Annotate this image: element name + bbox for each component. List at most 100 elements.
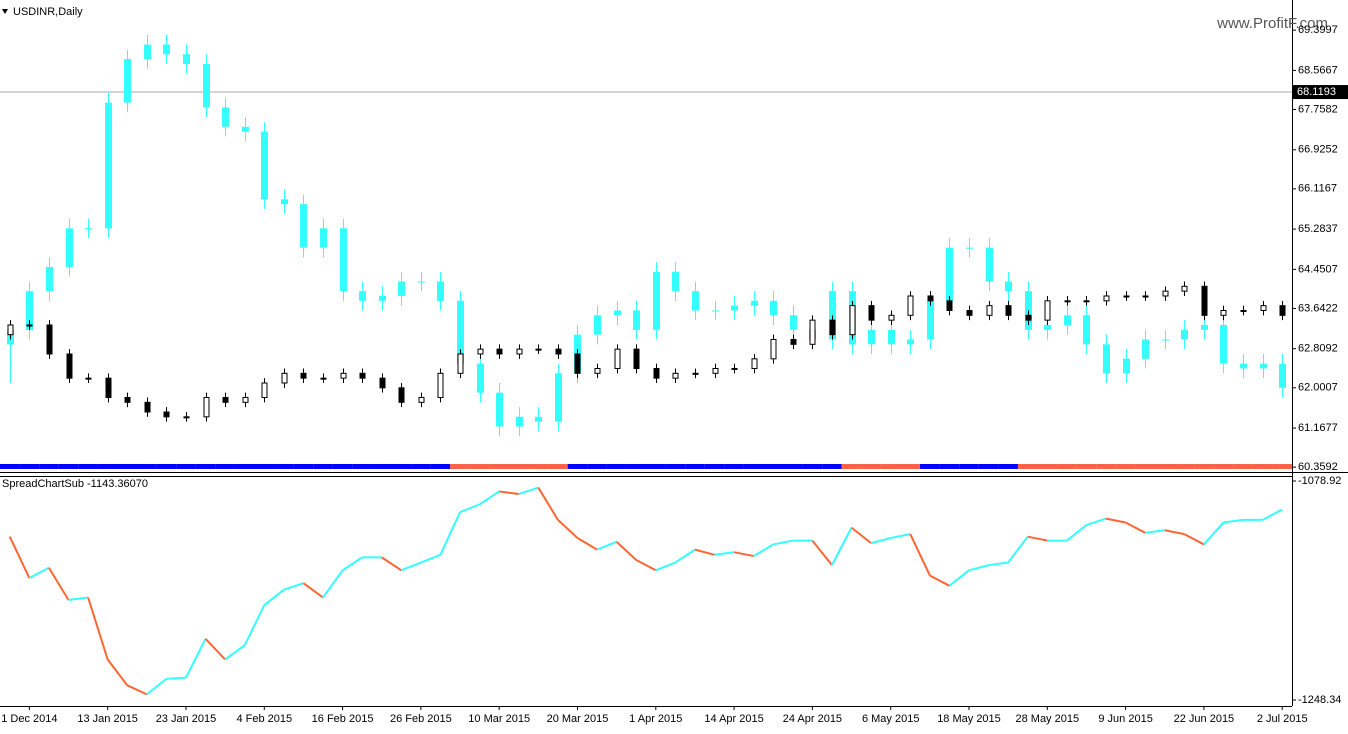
x-tick-label: 22 Jun 2015 [1174, 713, 1235, 725]
candle-body [574, 353, 581, 374]
candle-body [281, 199, 288, 205]
candle-body [868, 329, 875, 345]
spread-line-segment [988, 561, 1009, 567]
candle-body [594, 367, 601, 374]
candle-body [907, 339, 914, 345]
signal-strip [645, 464, 666, 469]
candle-body [66, 228, 73, 267]
candle-body [849, 305, 856, 336]
candle-body [418, 396, 425, 403]
signal-strip [176, 464, 196, 469]
candle-body [437, 372, 444, 398]
candle-body [124, 59, 131, 103]
candle-body [1162, 339, 1169, 341]
spread-line-segment [459, 503, 480, 514]
signal-strip [137, 464, 157, 469]
last-price-box [1293, 85, 1348, 100]
signal-strip [430, 464, 451, 469]
candle-body [1083, 315, 1090, 345]
candle-body [1260, 305, 1267, 311]
spread-line-segment [1105, 517, 1126, 524]
candle-body [105, 377, 112, 398]
candle-body [1240, 363, 1247, 369]
candle-body [85, 377, 92, 380]
spread-line-segment [8, 536, 31, 579]
spread-line-segment [342, 556, 363, 572]
candle-body [242, 126, 249, 132]
candle-body [633, 310, 640, 330]
spread-line-segment [204, 638, 226, 661]
x-tick-label: 24 Apr 2015 [783, 713, 842, 725]
signal-strip [861, 464, 881, 469]
spread-line-segment [126, 684, 148, 696]
spread-line-segment [557, 519, 579, 539]
candle-body [105, 102, 112, 229]
candle-body [26, 291, 33, 330]
signal-strip [998, 464, 1018, 469]
spread-line-segment [870, 537, 891, 545]
signal-strip [234, 464, 255, 469]
signal-strip [293, 464, 314, 469]
spread-line-segment [831, 527, 853, 566]
candle-body [966, 309, 973, 316]
candle-body [1181, 329, 1188, 340]
signal-strip [313, 464, 333, 469]
candle-body [692, 372, 699, 375]
x-tick-label: 16 Feb 2015 [312, 713, 374, 725]
signal-strip [39, 464, 59, 469]
candle-body [790, 315, 797, 330]
x-tick-label: 4 Feb 2015 [236, 713, 292, 725]
signal-strip [469, 464, 490, 469]
candle-body [809, 319, 816, 345]
candle-body [653, 271, 660, 330]
candle-body [281, 372, 288, 384]
candle-body [516, 416, 523, 427]
x-tick-label: 20 Mar 2015 [547, 713, 609, 725]
candle-body [1064, 315, 1071, 325]
signal-strip [508, 464, 529, 469]
spread-line-segment [420, 553, 441, 564]
candle-body [183, 416, 190, 419]
signal-strip [411, 464, 431, 469]
candle-body [614, 310, 621, 316]
candle-body [300, 204, 307, 248]
spread-line-segment [1086, 517, 1107, 527]
candle-body [418, 281, 425, 283]
signal-strip [371, 464, 392, 469]
signal-strip [1154, 464, 1175, 469]
signal-strip [1135, 464, 1155, 469]
candle-body [751, 358, 758, 369]
candle-body [516, 348, 523, 355]
candle-body [1240, 309, 1247, 312]
candle-body [907, 295, 914, 316]
signal-strip [587, 464, 607, 469]
y-tick-label: 62.8092 [1298, 343, 1338, 355]
candle-body [966, 247, 973, 249]
candle-body [1044, 300, 1051, 321]
spread-line-segment [224, 644, 246, 661]
candle-body [535, 416, 542, 422]
candle-body [1005, 305, 1012, 316]
y-tick-label: 66.9252 [1298, 144, 1338, 156]
candle-body [379, 295, 386, 301]
signal-strip [58, 464, 79, 469]
spread-line-segment [283, 582, 304, 591]
spread-line-segment [1262, 508, 1283, 521]
candle-body [457, 353, 464, 374]
spread-line-segment [381, 556, 402, 572]
signal-strip [1096, 464, 1116, 469]
candle-body [712, 310, 719, 312]
candle-body [1025, 314, 1032, 321]
candle-body [183, 54, 190, 64]
signal-strip [920, 464, 940, 469]
candle-body [672, 271, 679, 292]
spread-line-segment [1203, 521, 1225, 546]
x-tick-label: 1 Dec 2014 [1, 713, 57, 725]
spread-line-segment [479, 490, 500, 506]
candle-body [477, 363, 484, 393]
x-tick-label: 1 Apr 2015 [629, 713, 682, 725]
menu-arrow [2, 9, 8, 14]
candle-body [594, 315, 601, 335]
candle-body [1279, 363, 1286, 388]
spread-line-segment [302, 582, 324, 599]
